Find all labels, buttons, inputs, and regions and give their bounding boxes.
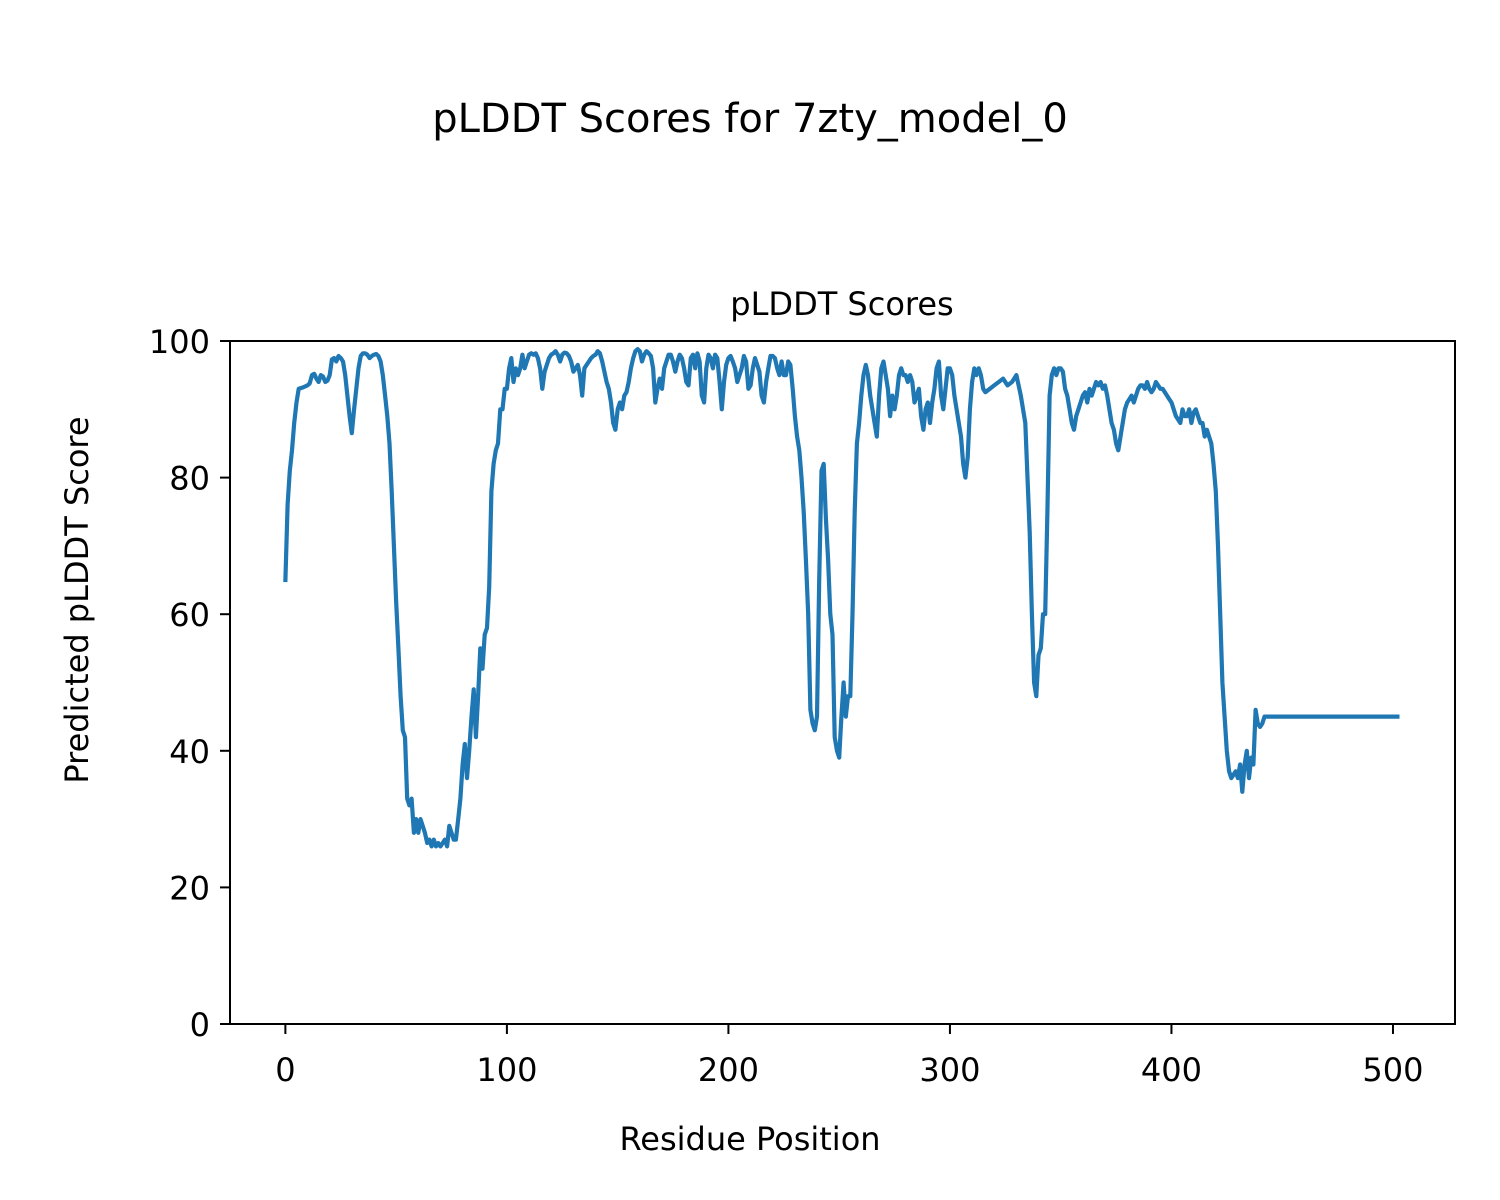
y-tick-label: 40: [169, 733, 210, 771]
x-tick-label: 400: [1141, 1051, 1202, 1089]
y-tick-label: 20: [169, 869, 210, 907]
x-tick-label: 300: [919, 1051, 980, 1089]
x-axis: 0 100 200 300 400 500: [275, 1024, 1424, 1089]
x-tick-label: 100: [476, 1051, 537, 1089]
y-tick-label: 80: [169, 460, 210, 498]
plot-frame: [229, 340, 1456, 1025]
y-axis: 0 20 40 60 80 100: [149, 323, 230, 1044]
plot-area: [229, 340, 1456, 1025]
y-axis-label: Predicted pLDDT Score: [58, 416, 96, 783]
series-line: [283, 347, 1400, 849]
x-tick-label: 200: [698, 1051, 759, 1089]
y-tick-label: 60: [169, 596, 210, 634]
x-axis-label: Residue Position: [619, 1120, 880, 1158]
y-tick-label: 0: [190, 1006, 210, 1044]
figure-suptitle: pLDDT Scores for 7zty_model_0: [432, 96, 1068, 142]
y-tick-label: 100: [149, 323, 210, 361]
chart-title: pLDDT Scores: [730, 285, 953, 323]
x-tick-label: 0: [275, 1051, 295, 1089]
x-tick-label: 500: [1362, 1051, 1423, 1089]
